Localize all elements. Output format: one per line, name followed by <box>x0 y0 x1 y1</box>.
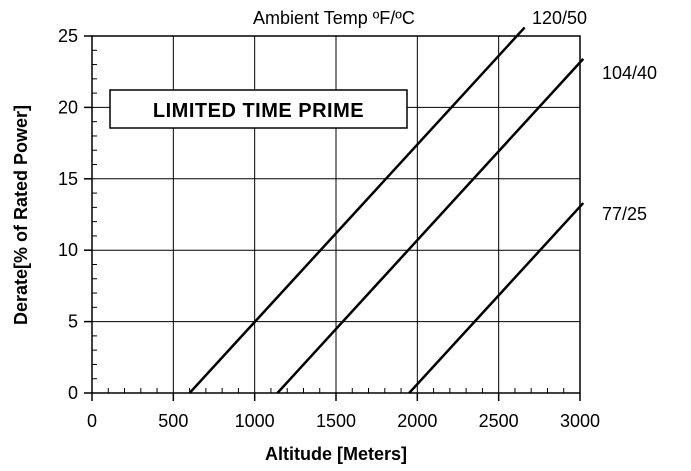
x-tick-label: 1000 <box>235 411 275 431</box>
x-tick-label: 2000 <box>397 411 437 431</box>
y-tick-label: 10 <box>58 240 78 260</box>
legend-title: Ambient Temp ºF/ºC <box>253 8 415 28</box>
x-tick-label: 2500 <box>479 411 519 431</box>
y-tick-labels: 0 5 10 15 20 25 <box>58 26 78 403</box>
series-label: 104/40 <box>602 63 657 83</box>
y-tick-label: 0 <box>68 383 78 403</box>
series-label: 77/25 <box>602 204 647 224</box>
y-tick-label: 15 <box>58 169 78 189</box>
annotation-box <box>109 89 408 129</box>
x-axis-title: Altitude [Meters] <box>265 444 407 464</box>
x-tick-label: 500 <box>158 411 188 431</box>
series-lines <box>188 26 585 394</box>
y-tick-label: 25 <box>58 26 78 46</box>
y-tick-label: 5 <box>68 312 78 332</box>
series-labels: 120/50 104/40 77/25 <box>532 8 657 224</box>
plot-frame <box>91 35 581 394</box>
series-label: 120/50 <box>532 8 587 28</box>
series-line-120-50 <box>188 26 526 394</box>
y-tick-label: 20 <box>58 97 78 117</box>
x-tick-label: 3000 <box>560 411 600 431</box>
x-tick-labels: 0 500 1000 1500 2000 2500 3000 <box>87 411 600 431</box>
annotation-label: LIMITED TIME PRIME <box>153 100 364 122</box>
x-tick-label: 1500 <box>316 411 356 431</box>
series-line-104-40 <box>276 58 585 394</box>
y-axis-title: Derate[% of Rated Power] <box>11 105 31 325</box>
series-line-77-25 <box>408 202 585 394</box>
x-tick-label: 0 <box>87 411 97 431</box>
